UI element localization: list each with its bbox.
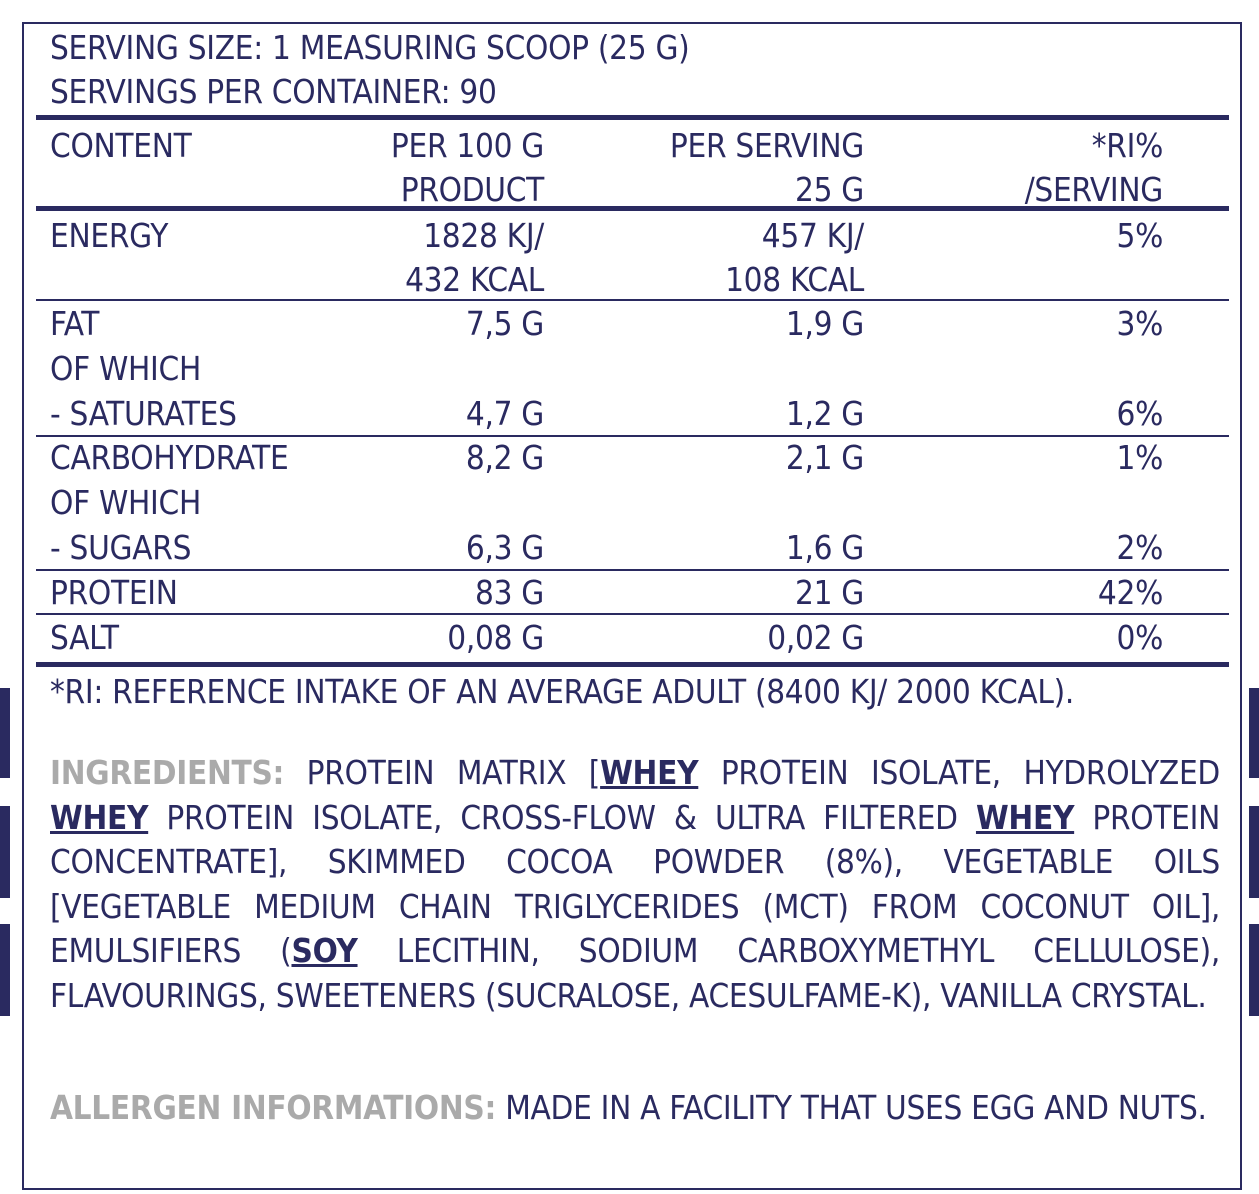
allergen-highlight: WHEY (975, 797, 1075, 837)
row-fat-ri: 3% (1116, 304, 1164, 343)
servings-per-container: SERVINGS PER CONTAINER: 90 (50, 72, 497, 111)
row-sugars-per100: 6,3 G (465, 528, 544, 567)
ingredients-paragraph: INGREDIENTS: PROTEIN MATRIX [WHEY PROTEI… (50, 751, 1220, 1018)
allergen-text: MADE IN A FACILITY THAT USES EGG AND NUT… (496, 1088, 1207, 1127)
row-energy-per100-kj: 1828 KJ/ (423, 216, 544, 255)
row-energy-serving-kj: 457 KJ/ (761, 216, 865, 255)
divider (36, 613, 1229, 615)
serving-size: SERVING SIZE: 1 MEASURING SCOOP (25 G) (50, 28, 690, 67)
row-fat-per100: 7,5 G (465, 304, 544, 343)
ingredients-label: INGREDIENTS: (50, 753, 285, 792)
header-ri-serving: /SERVING (1024, 170, 1164, 209)
ingredients-text: PROTEIN ISOLATE, CROSS-FLOW & ULTRA FILT… (148, 797, 976, 837)
row-saturates-label: - SATURATES (50, 394, 237, 433)
divider (36, 435, 1229, 437)
row-energy-ri: 5% (1116, 216, 1164, 255)
row-salt-serving: 0,02 G (767, 618, 864, 657)
left-edge-tab (0, 924, 10, 1016)
row-fat-label: FAT (50, 304, 100, 343)
row-carbohydrate-per100: 8,2 G (465, 438, 544, 477)
allergen-paragraph: ALLERGEN INFORMATIONS: MADE IN A FACILIT… (50, 1086, 1220, 1131)
header-per-serving: PER SERVING (669, 126, 864, 165)
right-edge-tab (1249, 924, 1259, 1016)
row-protein-per100: 83 G (474, 573, 544, 612)
nutrition-label-frame (22, 22, 1242, 1190)
row-protein-ri: 42% (1097, 573, 1163, 612)
left-edge-tab (0, 806, 10, 898)
row-salt-label: SALT (50, 618, 119, 657)
right-edge-tab (1249, 806, 1259, 898)
row-fat-of-which: OF WHICH (50, 349, 201, 388)
left-edge-tab (0, 688, 10, 778)
ingredients-text: PROTEIN CONCENTRATE], SKIMMED COCOA POWD… (50, 797, 1220, 971)
row-energy-serving-kcal: 108 KCAL (725, 260, 864, 299)
header-serving-size: 25 G (794, 170, 864, 209)
ingredients-text: PROTEIN MATRIX [ (284, 753, 601, 792)
row-sugars-serving: 1,6 G (785, 528, 864, 567)
row-salt-per100: 0,08 G (447, 618, 544, 657)
divider (36, 115, 1229, 120)
row-energy-per100-kcal: 432 KCAL (405, 260, 544, 299)
header-ri: *RI% (1091, 126, 1164, 165)
header-per100: PER 100 G (390, 126, 544, 165)
divider (36, 569, 1229, 571)
row-saturates-serving: 1,2 G (785, 394, 864, 433)
divider (36, 206, 1229, 211)
header-per100-product: PRODUCT (400, 170, 545, 209)
row-salt-ri: 0% (1116, 618, 1164, 657)
row-energy-label: ENERGY (50, 216, 169, 255)
row-carbohydrate-serving: 2,1 G (785, 438, 864, 477)
right-edge-tab (1249, 688, 1259, 778)
divider (36, 299, 1229, 301)
row-fat-serving: 1,9 G (785, 304, 864, 343)
row-sugars-ri: 2% (1116, 528, 1164, 567)
row-carb-of-which: OF WHICH (50, 483, 201, 522)
row-carbohydrate-label: CARBOHYDRATE (50, 438, 289, 477)
allergen-highlight: SOY (291, 931, 358, 970)
ri-footnote: *RI: REFERENCE INTAKE OF AN AVERAGE ADUL… (50, 672, 1075, 711)
allergen-highlight: WHEY (50, 797, 149, 837)
row-saturates-per100: 4,7 G (465, 394, 544, 433)
row-carbohydrate-ri: 1% (1116, 438, 1164, 477)
allergen-highlight: WHEY (600, 753, 699, 792)
divider (36, 662, 1229, 667)
ingredients-text: PROTEIN ISOLATE, HYDROLYZED (698, 753, 1220, 792)
allergen-label: ALLERGEN INFORMATIONS: (50, 1088, 497, 1127)
row-protein-label: PROTEIN (50, 573, 178, 612)
row-protein-serving: 21 G (794, 573, 864, 612)
row-saturates-ri: 6% (1116, 394, 1164, 433)
ingredients-text: LECITHIN, SODIUM CARBOXYMETHYL CELLULOSE… (50, 931, 1220, 1015)
header-content: CONTENT (50, 126, 192, 165)
row-sugars-label: - SUGARS (50, 528, 192, 567)
